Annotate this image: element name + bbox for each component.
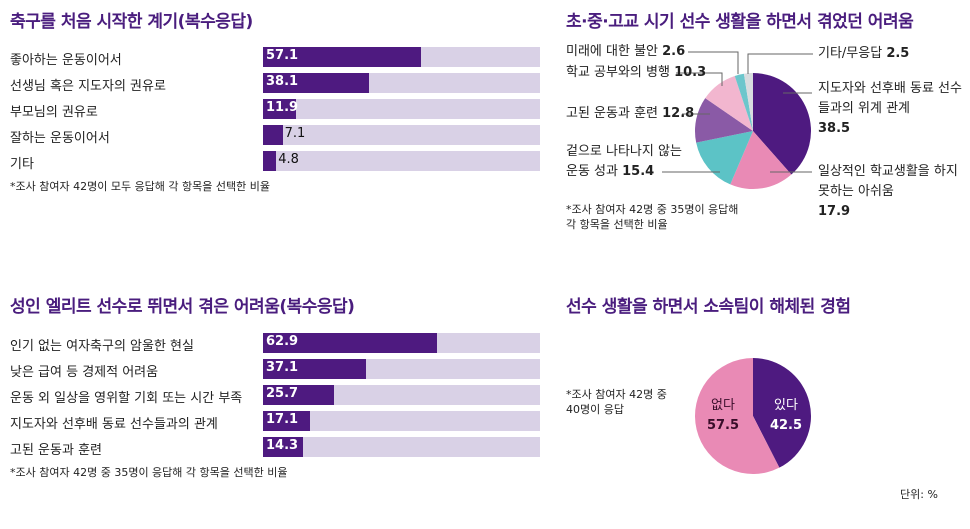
pie-slice xyxy=(695,98,753,143)
bar-track: 25.7 xyxy=(263,385,540,405)
bar-track: 62.9 xyxy=(263,333,540,353)
bar-label: 부모님의 권유로 xyxy=(10,105,98,120)
pie2-label-yes: 있다 42.5 xyxy=(769,398,803,433)
pie-label-hierarchy: 지도자와 선후배 동료 선수들과의 위계 관계 38.5 xyxy=(818,81,962,136)
bar-value: 11.9 xyxy=(266,100,299,115)
bar-label: 운동 외 일상을 영위할 기회 또는 시간 부족 xyxy=(10,391,243,406)
bar-value: 14.3 xyxy=(266,438,299,453)
bar-track: 11.9 xyxy=(263,99,540,119)
pie-label-study: 학교 공부와의 병행 10.3 xyxy=(566,65,707,80)
pie-label-performance: 겉으로 나타나지 않는 운동 성과 15.4 xyxy=(566,144,682,179)
bar-value: 37.1 xyxy=(266,360,299,375)
leader-line xyxy=(676,72,723,86)
bar-track: 4.8 xyxy=(263,151,540,171)
chart2-title: 초·중·고교 시기 선수 생활을 하면서 겪었던 어려움 xyxy=(566,12,914,32)
bar xyxy=(263,333,438,353)
bar-label: 고된 운동과 훈련 xyxy=(10,443,102,458)
pie-label-school: 일상적인 학교생활을 하지 못하는 아쉬움 17.9 xyxy=(818,164,958,219)
pie-slice xyxy=(753,358,811,468)
unit-note: 단위: % xyxy=(900,488,938,501)
bar-label: 좋아하는 운동이어서 xyxy=(10,53,122,68)
bar-value: 38.1 xyxy=(266,74,299,89)
pie-slice xyxy=(705,75,753,131)
pie-slice xyxy=(753,73,811,175)
chart3-title: 성인 엘리트 선수로 뛰면서 겪은 어려움(복수응답) xyxy=(10,297,355,317)
chart2-note: *조사 참여자 42명 중 35명이 응답해 각 항목을 선택한 비율 xyxy=(566,203,739,231)
bar-value: 7.1 xyxy=(284,126,306,141)
pie-slice xyxy=(696,131,753,185)
pie-label-future: 미래에 대한 불안 2.6 xyxy=(566,44,686,59)
bar xyxy=(263,359,366,379)
chart4-note: *조사 참여자 42명 중 40명이 응답 xyxy=(566,388,667,416)
bar-track: 7.1 xyxy=(263,125,540,145)
bar xyxy=(263,47,422,67)
bar-value: 4.8 xyxy=(278,152,299,167)
pie-slice xyxy=(734,73,753,131)
bar-track: 14.3 xyxy=(263,437,540,457)
bar-label: 낮은 급여 등 경제적 어려움 xyxy=(10,365,159,380)
bar-label: 선생님 혹은 지도자의 권유로 xyxy=(10,79,166,94)
bar-track: 37.1 xyxy=(263,359,540,379)
chart1-title: 축구를 처음 시작한 계기(복수응답) xyxy=(10,12,253,32)
bar xyxy=(263,151,277,171)
leader-line xyxy=(688,51,739,74)
chart4-title: 선수 생활을 하면서 소속팀이 해체된 경험 xyxy=(566,297,851,317)
bar-value: 25.7 xyxy=(266,386,299,401)
pie-label-training: 고된 운동과 훈련 12.8 xyxy=(566,106,695,121)
bar xyxy=(263,437,303,457)
bar-track: 38.1 xyxy=(263,73,540,93)
bar-value: 57.1 xyxy=(266,48,299,63)
bar-value: 17.1 xyxy=(266,412,299,427)
leader-line xyxy=(747,53,813,74)
bar-track: 57.1 xyxy=(263,47,540,67)
bar-label: 기타 xyxy=(10,157,34,172)
bar-value: 62.9 xyxy=(266,334,299,349)
pie2-label-no: 없다 57.5 xyxy=(706,398,740,433)
chart1-note: *조사 참여자 42명이 모두 응답해 각 항목을 선택한 비율 xyxy=(10,180,270,193)
bar-label: 지도자와 선후배 동료 선수들과의 관계 xyxy=(10,417,218,432)
bar xyxy=(263,411,311,431)
bar xyxy=(263,73,369,93)
pie-label-other: 기타/무응답 2.5 xyxy=(818,46,910,61)
bar-label: 잘하는 운동이어서 xyxy=(10,131,110,146)
bar-track: 17.1 xyxy=(263,411,540,431)
bar xyxy=(263,99,296,119)
chart3-note: *조사 참여자 42명 중 35명이 응답해 각 항목을 선택한 비율 xyxy=(10,466,288,479)
pie-slice xyxy=(730,131,792,189)
bar-label: 인기 없는 여자축구의 암울한 현실 xyxy=(10,339,194,354)
bar xyxy=(263,385,335,405)
pie-slice xyxy=(743,73,753,131)
bar xyxy=(263,125,283,145)
pie-slice xyxy=(694,358,780,474)
